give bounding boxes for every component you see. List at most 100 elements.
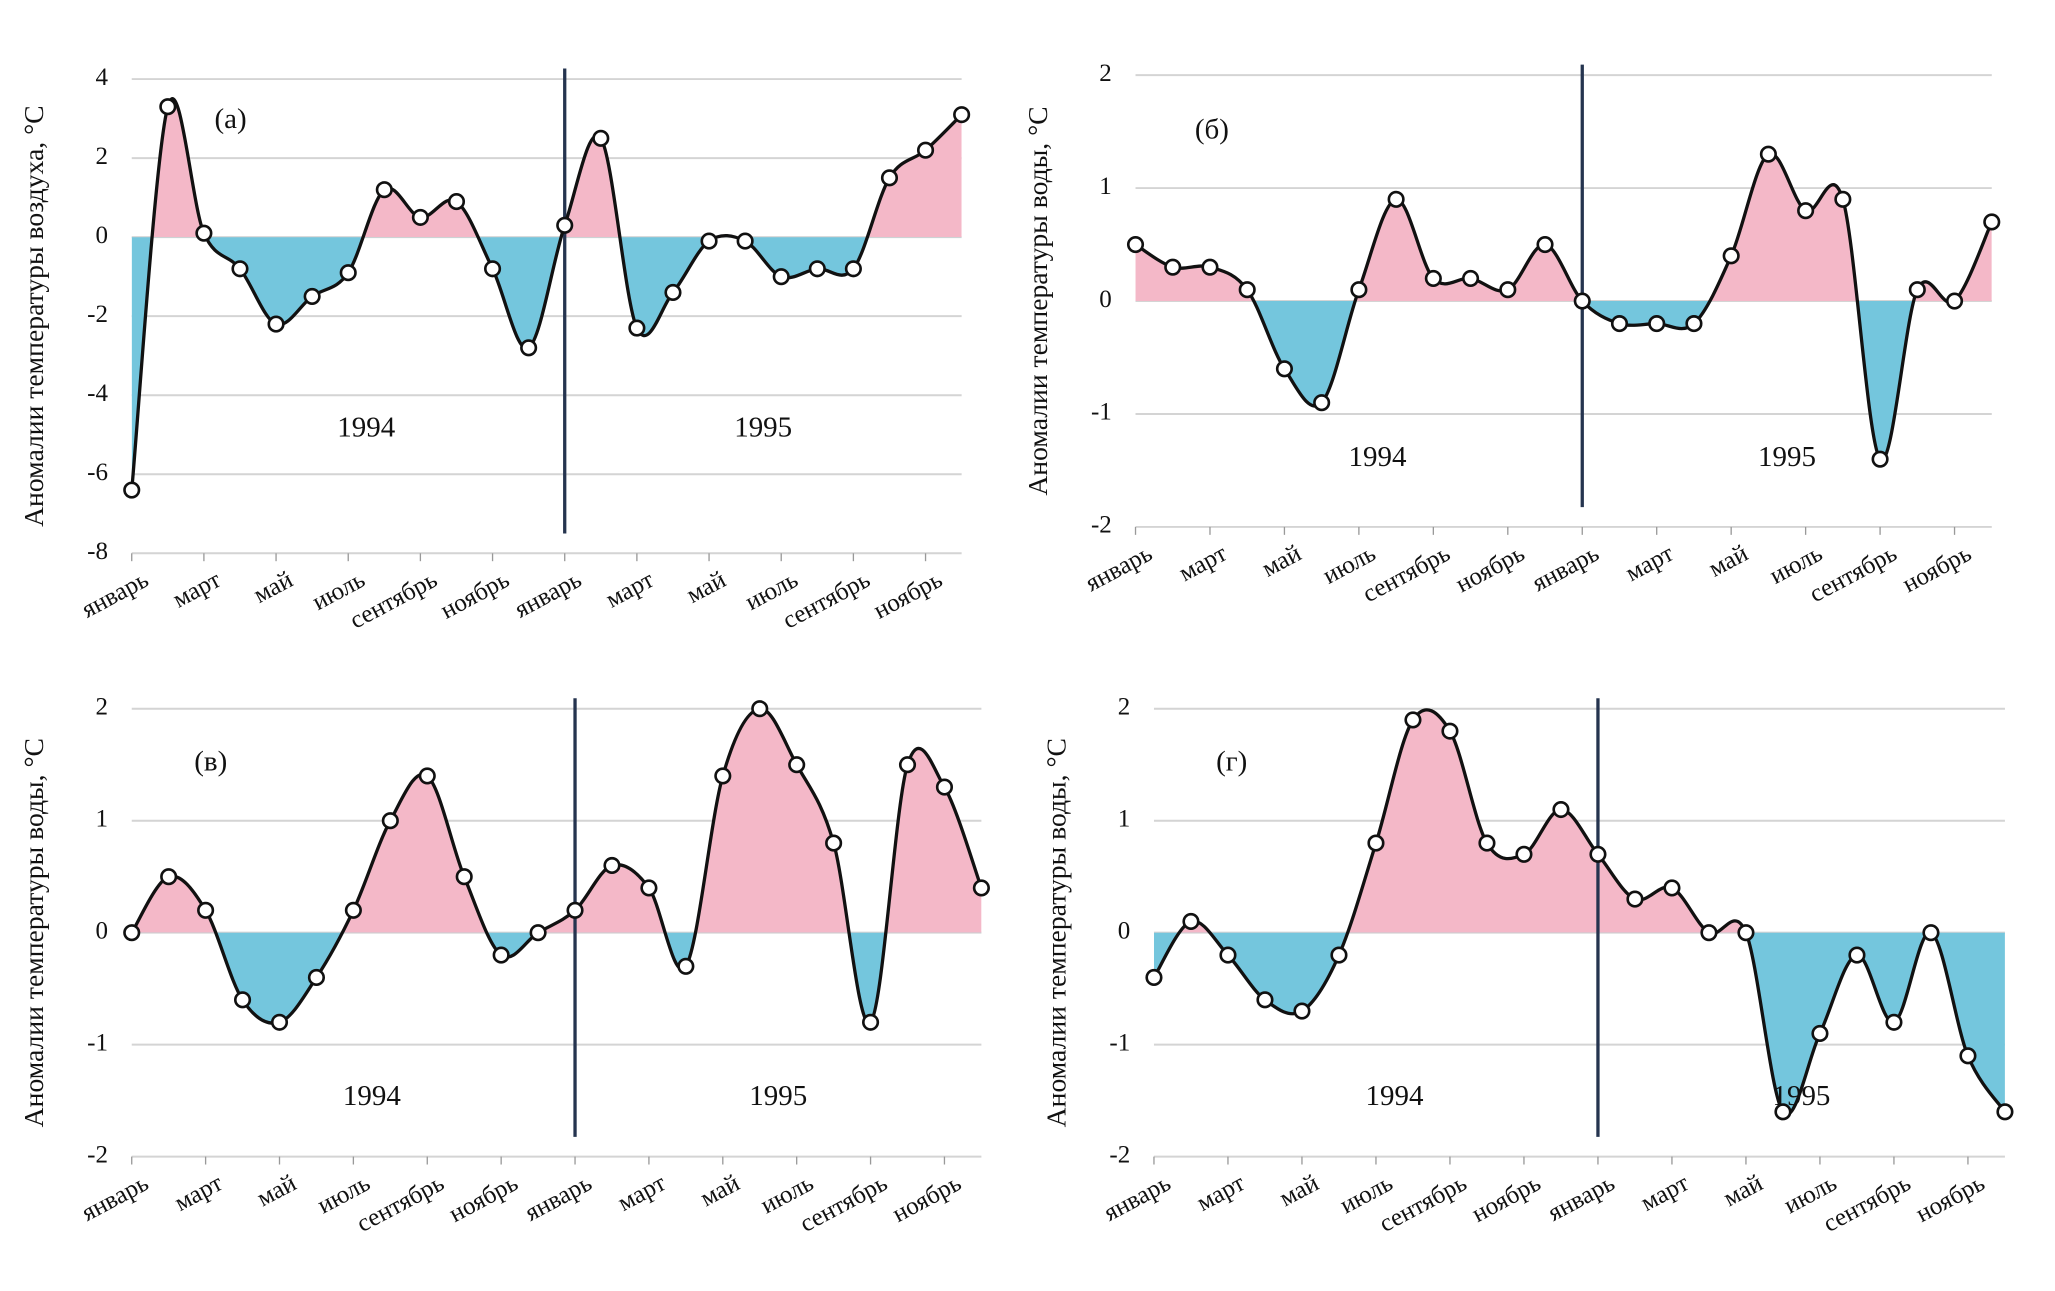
year-label: 1994 xyxy=(343,1080,401,1112)
point xyxy=(492,946,510,964)
point xyxy=(1797,202,1815,220)
x-tick-label: январь xyxy=(77,1169,153,1226)
y-tick-label: -1 xyxy=(1091,399,1112,426)
x-tick-label: май xyxy=(1275,1169,1323,1212)
point xyxy=(411,208,429,226)
point xyxy=(123,924,141,942)
x-tick-label: ноябрь xyxy=(1451,540,1529,598)
point xyxy=(1774,1103,1792,1121)
point xyxy=(1424,269,1442,287)
point xyxy=(935,778,954,796)
y-tick-label: -2 xyxy=(1109,1141,1130,1168)
y-tick-label: -1 xyxy=(87,1029,108,1056)
x-tick-label: ноябрь xyxy=(869,566,947,624)
year-label: 1994 xyxy=(1365,1080,1423,1112)
point xyxy=(1275,360,1293,378)
point xyxy=(381,812,399,830)
x-tick-label: ноябрь xyxy=(1468,1169,1546,1227)
y-tick-label: 2 xyxy=(1118,693,1131,720)
point xyxy=(1922,924,1940,942)
point xyxy=(1499,281,1517,299)
point xyxy=(1996,1103,2014,1121)
negative-area xyxy=(131,237,962,491)
point xyxy=(862,1013,880,1031)
point xyxy=(1350,281,1368,299)
x-tick-label: январь xyxy=(77,566,153,623)
point xyxy=(195,224,213,242)
point xyxy=(714,767,732,785)
y-tick-label: 2 xyxy=(96,143,109,170)
point xyxy=(1164,258,1182,276)
point xyxy=(1441,722,1459,740)
y-tick-label: -1 xyxy=(1109,1029,1130,1056)
x-tick-label: январь xyxy=(1081,540,1157,597)
point xyxy=(1945,292,1964,310)
point xyxy=(972,879,990,897)
point xyxy=(566,901,584,919)
point xyxy=(880,169,899,187)
point xyxy=(418,767,436,785)
y-tick-label: 0 xyxy=(1099,286,1112,313)
point xyxy=(344,901,362,919)
y-tick-label: -4 xyxy=(87,380,108,407)
x-tick-label: ноябрь xyxy=(1898,540,1976,598)
x-tick-label: май xyxy=(253,1169,301,1212)
point xyxy=(1219,946,1237,964)
y-axis-title: Аномалии температуры воды, °С xyxy=(1022,106,1053,495)
point xyxy=(375,181,393,199)
point xyxy=(1626,890,1644,908)
point xyxy=(1848,946,1866,964)
point xyxy=(1256,991,1274,1009)
point xyxy=(700,232,718,250)
y-axis-title: Аномалии температуры воды, °С xyxy=(1040,738,1071,1127)
point xyxy=(1663,879,1681,897)
point xyxy=(1834,190,1852,208)
point xyxy=(556,216,574,234)
point xyxy=(123,481,141,499)
point xyxy=(1201,258,1219,276)
positive-area xyxy=(131,98,962,238)
point xyxy=(1722,247,1740,265)
negative-area xyxy=(1135,301,1992,460)
y-tick-label: 2 xyxy=(1099,60,1112,87)
point xyxy=(520,339,538,357)
point xyxy=(1293,1002,1311,1020)
point xyxy=(1908,281,1926,299)
negative-area xyxy=(131,932,982,1024)
point xyxy=(1126,235,1145,254)
point xyxy=(844,260,862,278)
point xyxy=(307,968,326,987)
point xyxy=(1404,711,1422,729)
negative-area xyxy=(1153,932,2005,1115)
point xyxy=(825,834,843,852)
point xyxy=(1959,1047,1977,1065)
point xyxy=(677,957,695,975)
point xyxy=(808,260,826,278)
point xyxy=(1367,834,1385,852)
y-tick-label: -8 xyxy=(87,538,108,565)
panel-label: (г) xyxy=(1216,746,1247,778)
point xyxy=(751,700,769,718)
point xyxy=(1610,315,1629,333)
point xyxy=(1145,968,1163,987)
point xyxy=(1462,269,1480,287)
y-tick-label: 0 xyxy=(96,222,109,249)
point xyxy=(640,879,658,897)
y-tick-label: 0 xyxy=(96,917,109,944)
y-tick-label: 2 xyxy=(96,693,109,720)
point xyxy=(1573,292,1591,310)
point xyxy=(447,193,466,211)
point xyxy=(270,1013,289,1031)
positive-area xyxy=(131,708,982,933)
y-tick-label: 1 xyxy=(1118,805,1131,832)
y-tick-label: -2 xyxy=(87,301,108,328)
point xyxy=(1589,845,1607,863)
x-tick-label: январь xyxy=(1528,540,1604,597)
x-tick-label: май xyxy=(682,566,730,609)
panel: -8 -6 -4 -2 0 2 4 Аномалии температуры воздуха,… xyxy=(18,64,971,634)
x-tick-label: май xyxy=(249,566,297,609)
point xyxy=(1759,145,1777,163)
x-tick-label: май xyxy=(1704,540,1752,583)
x-tick-label: ноябрь xyxy=(436,566,514,624)
